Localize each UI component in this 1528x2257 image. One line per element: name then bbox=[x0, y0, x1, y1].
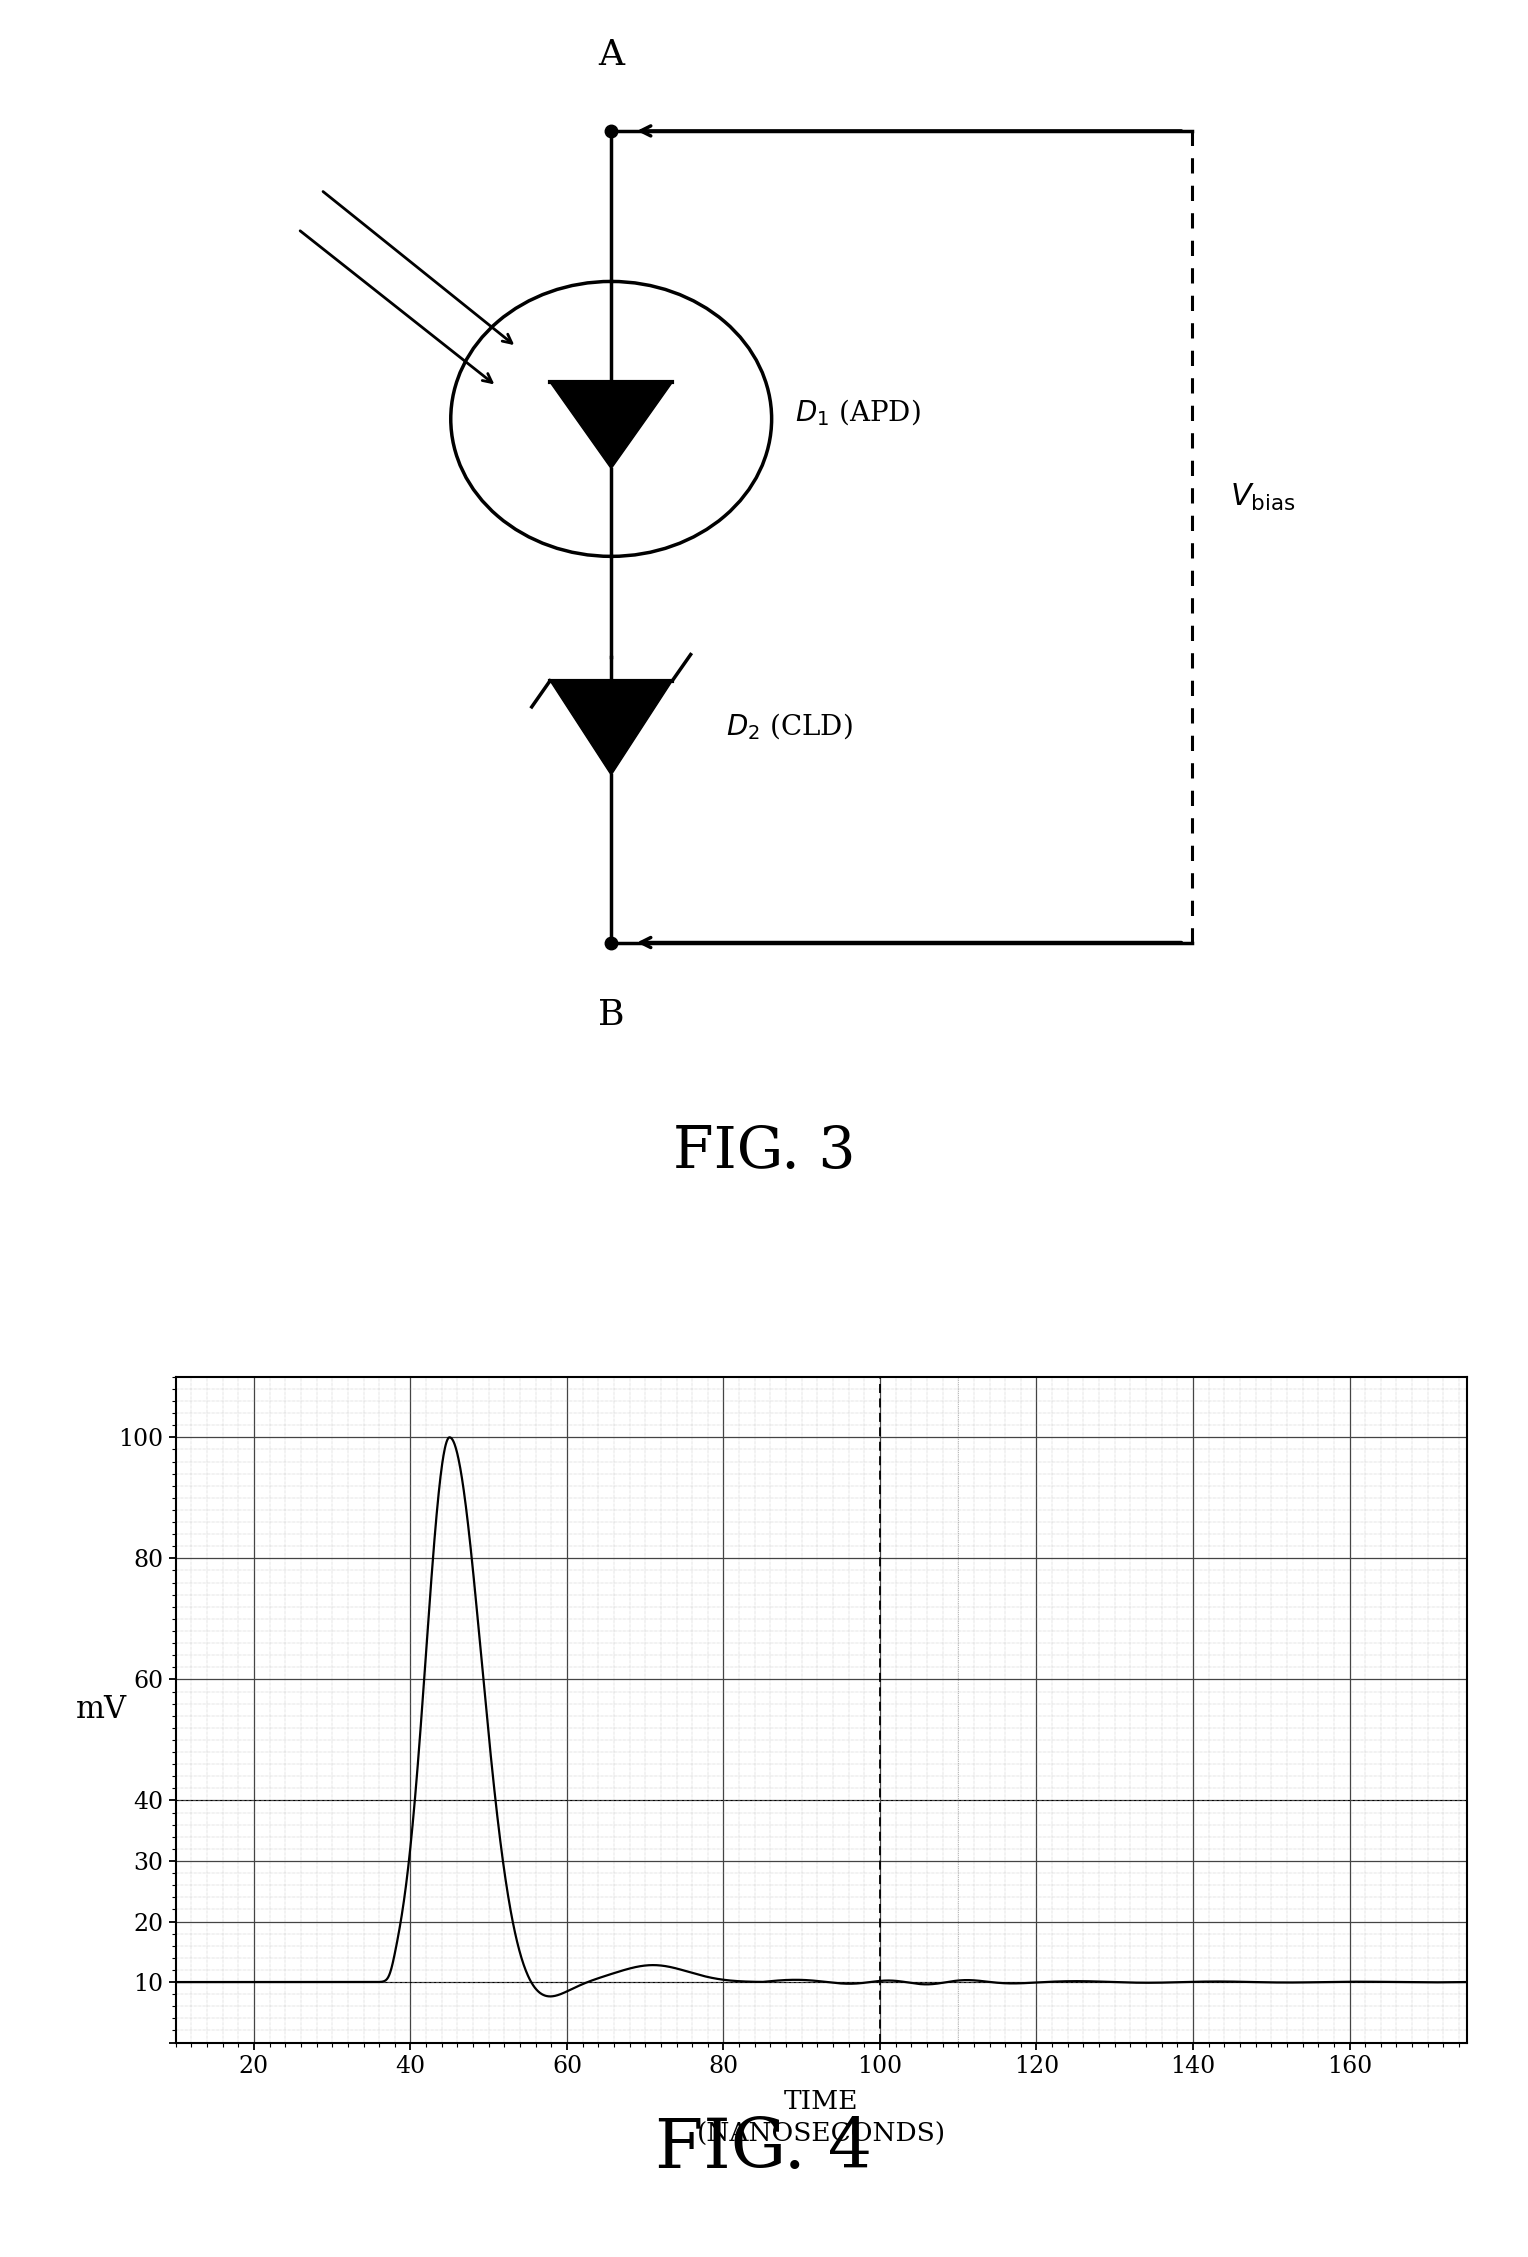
Text: FIG. 3: FIG. 3 bbox=[672, 1124, 856, 1180]
Text: FIG. 4: FIG. 4 bbox=[656, 2115, 872, 2183]
Text: B: B bbox=[597, 998, 625, 1031]
Polygon shape bbox=[550, 381, 672, 469]
Text: $D_2$ (CLD): $D_2$ (CLD) bbox=[726, 711, 853, 743]
Text: $V_{\rm bias}$: $V_{\rm bias}$ bbox=[1230, 483, 1296, 512]
Text: A: A bbox=[597, 38, 625, 72]
X-axis label: TIME
(NANOSECONDS): TIME (NANOSECONDS) bbox=[697, 2090, 946, 2146]
Y-axis label: mV: mV bbox=[76, 1695, 127, 1724]
Text: $D_1$ (APD): $D_1$ (APD) bbox=[795, 397, 920, 427]
Polygon shape bbox=[550, 682, 672, 774]
